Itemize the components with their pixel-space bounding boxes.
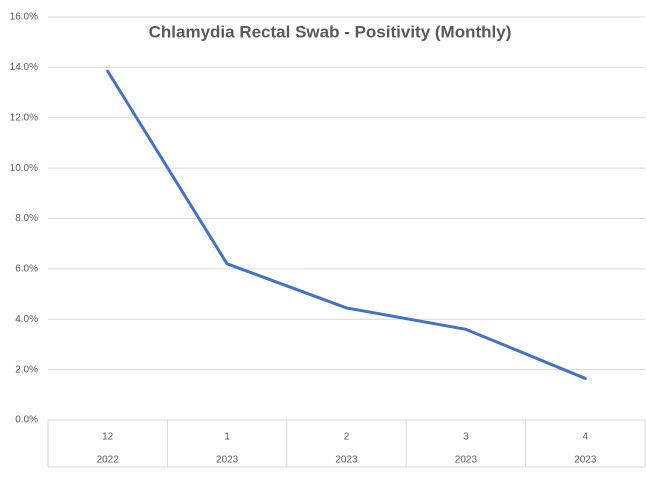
y-tick-label: 10.0% [10, 163, 38, 174]
y-tick-label: 4.0% [15, 314, 38, 325]
x-tick-label: 3 [463, 432, 469, 443]
y-tick-label: 0.0% [15, 415, 38, 426]
x-group-label: 2023 [335, 455, 358, 466]
chart-title: Chlamydia Rectal Swab - Positivity (Mont… [149, 22, 512, 41]
y-tick-label: 8.0% [15, 213, 38, 224]
line-series [106, 69, 587, 380]
y-tick-label: 14.0% [10, 62, 38, 73]
y-tick-label: 2.0% [15, 364, 38, 375]
x-tick-label: 2 [344, 432, 350, 443]
x-tick-label: 12 [102, 432, 114, 443]
x-tick-label: 4 [583, 432, 589, 443]
y-tick-label: 12.0% [10, 112, 38, 123]
x-group-label: 2023 [455, 455, 478, 466]
y-tick-label: 16.0% [10, 12, 38, 23]
x-tick-label: 1 [224, 432, 230, 443]
x-group-label: 2023 [574, 455, 597, 466]
y-tick-label: 6.0% [15, 264, 38, 275]
x-group-label: 2022 [97, 455, 120, 466]
x-group-label: 2023 [216, 455, 239, 466]
